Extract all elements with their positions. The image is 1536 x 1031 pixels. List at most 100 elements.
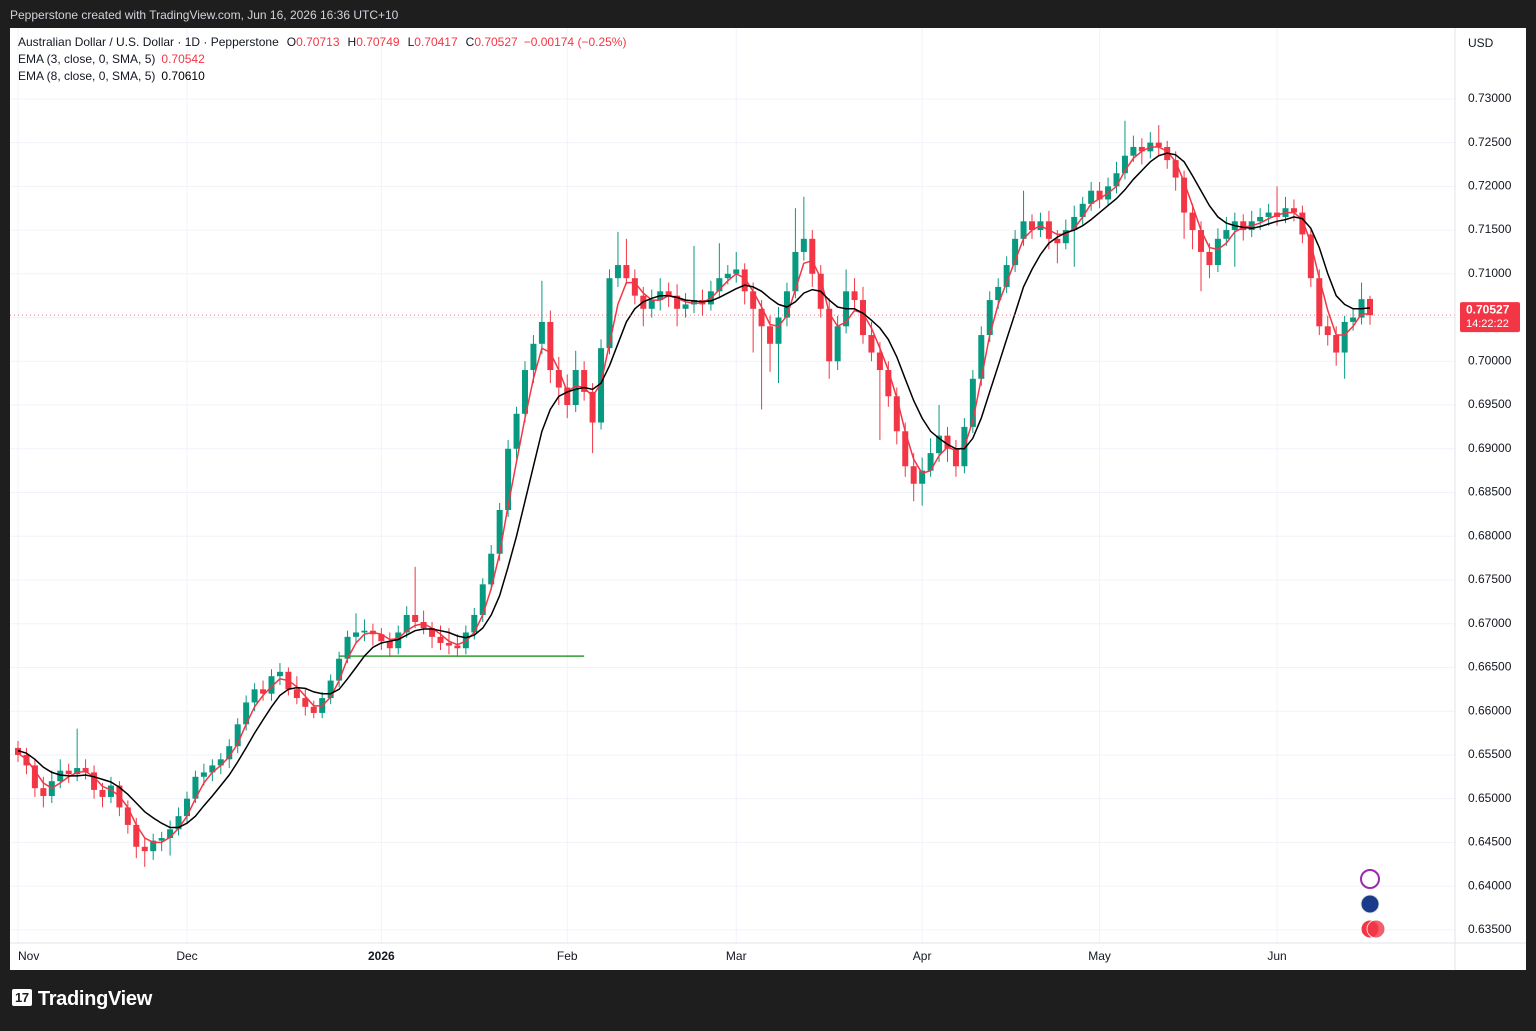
symbol-title: Australian Dollar / U.S. Dollar · 1D · P… <box>18 35 279 49</box>
plot <box>10 120 1455 867</box>
candle-body <box>800 238 807 252</box>
candle-body <box>268 676 275 694</box>
candle-body <box>1223 230 1230 239</box>
candle-body <box>175 816 182 830</box>
candle-body <box>260 689 267 694</box>
change: −0.00174 (−0.25%) <box>524 35 627 49</box>
x-tick-label: Mar <box>726 949 747 963</box>
candle-body <box>1088 190 1095 204</box>
candle-body <box>91 772 98 790</box>
candle-body <box>1138 146 1145 152</box>
candle-body <box>1029 221 1035 231</box>
candle-body <box>978 335 985 379</box>
indicator-name: EMA (8, close, 0, SMA, 5) <box>18 69 155 83</box>
ohlc-value: 0.70749 <box>356 35 400 49</box>
candle-body <box>986 300 993 336</box>
candle-body <box>834 326 841 362</box>
y-tick-label: 0.70000 <box>1468 353 1512 367</box>
candle-body <box>665 291 672 296</box>
candle-body <box>783 291 790 318</box>
candle-body <box>184 798 190 817</box>
y-tick-label: 0.63500 <box>1468 922 1512 936</box>
candle-body <box>1012 238 1019 266</box>
candle-body <box>809 238 816 274</box>
candle-body <box>353 632 359 637</box>
candle-body <box>581 370 588 392</box>
candle-body <box>716 278 723 292</box>
ohlc-key: C <box>466 35 475 49</box>
candle-body <box>952 448 959 467</box>
candle-body <box>1350 317 1357 322</box>
candle-body <box>513 413 520 449</box>
candle-body <box>1079 203 1086 217</box>
y-tick-label: 0.69500 <box>1468 397 1512 411</box>
candle-body <box>572 370 579 406</box>
candle-body <box>200 772 207 777</box>
candle-body <box>750 291 757 309</box>
candle-body <box>412 614 419 622</box>
candle-body <box>614 265 621 279</box>
x-tick-label: 2026 <box>368 949 395 963</box>
candle-body <box>437 636 444 643</box>
y-tick-label: 0.65500 <box>1468 747 1512 761</box>
x-tick-label: Nov <box>18 949 39 963</box>
candle-body <box>65 770 72 775</box>
candle-body <box>1333 335 1340 353</box>
candle-body <box>107 785 114 797</box>
ohlc-value: 0.70417 <box>414 35 458 49</box>
legend: Australian Dollar / U.S. Dollar · 1D · P… <box>18 35 626 83</box>
x-tick-label: Dec <box>176 949 197 963</box>
candle-body <box>758 308 765 327</box>
candle-body <box>919 470 926 484</box>
y-tick-label: 0.66500 <box>1468 660 1512 674</box>
candle-body <box>893 396 900 432</box>
candle-body <box>1324 326 1331 336</box>
candle-body <box>496 509 503 554</box>
candle-body <box>860 300 866 336</box>
x-tick-label: Feb <box>557 949 578 963</box>
candle-body <box>564 387 571 406</box>
candle-body <box>302 698 309 707</box>
countdown-label: 14:22:22 <box>1466 318 1509 330</box>
candle-body <box>1096 190 1103 200</box>
candle-body <box>150 840 157 852</box>
ohlc-key: L <box>408 35 415 49</box>
y-tick-label: 0.67000 <box>1468 616 1512 630</box>
currency: USD <box>1468 36 1494 50</box>
candle-body <box>217 759 224 766</box>
y-tick-label: 0.73000 <box>1468 91 1512 105</box>
legend-row: Australian Dollar / U.S. Dollar · 1D · P… <box>18 35 626 49</box>
candle-body <box>995 286 1002 301</box>
candle-body <box>733 269 740 274</box>
candle-body <box>310 706 317 713</box>
candle-body <box>1198 230 1204 252</box>
candle-body <box>1206 251 1213 266</box>
event-icons <box>1360 869 1386 939</box>
candle-body <box>395 632 402 649</box>
candle-body <box>598 348 605 423</box>
candle-body <box>15 747 21 755</box>
candle-body <box>927 453 934 471</box>
icon <box>1366 919 1386 939</box>
candle-body <box>192 776 199 799</box>
candle-body <box>623 265 630 279</box>
candle-body <box>1003 265 1010 287</box>
x-tick-label: Apr <box>913 949 932 963</box>
candle-body <box>505 448 512 510</box>
candle-body <box>826 308 833 362</box>
candle-body <box>479 584 486 615</box>
candle-body <box>1113 173 1120 187</box>
candle-body <box>293 689 300 699</box>
grid <box>10 28 1455 943</box>
candle-body <box>910 466 917 484</box>
indicator-value: 0.70542 <box>161 52 205 66</box>
candle-body <box>936 435 943 454</box>
candle-body <box>1062 230 1069 244</box>
candle-body <box>234 724 241 747</box>
candle-body <box>902 431 909 467</box>
candle-body <box>403 614 410 633</box>
candle-body <box>141 846 148 852</box>
candle-body <box>488 553 495 585</box>
candle-body <box>555 370 562 388</box>
